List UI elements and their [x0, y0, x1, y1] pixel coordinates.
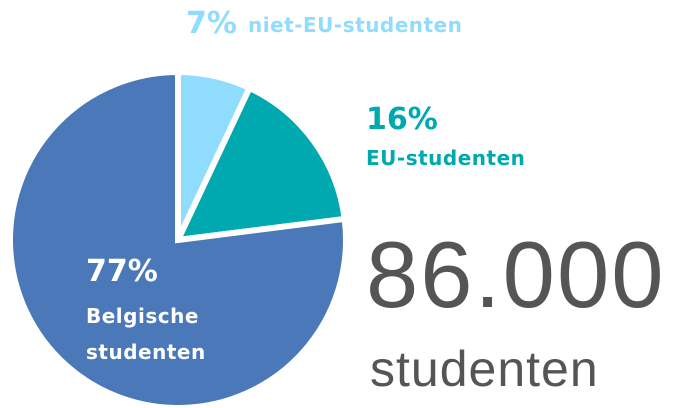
- category-label: EU-studenten: [366, 146, 526, 170]
- value-label: 77%: [86, 254, 158, 289]
- total: 86.000: [366, 222, 666, 327]
- value-label: 7%: [186, 6, 237, 41]
- category-label: Belgische studenten: [86, 304, 206, 364]
- pie-slice: [172, 83, 349, 244]
- total-label: studenten: [370, 341, 599, 397]
- pie-slice: [7, 68, 349, 408]
- category-label: niet-EU-studenten: [248, 13, 463, 37]
- value-label: 16%: [366, 102, 438, 137]
